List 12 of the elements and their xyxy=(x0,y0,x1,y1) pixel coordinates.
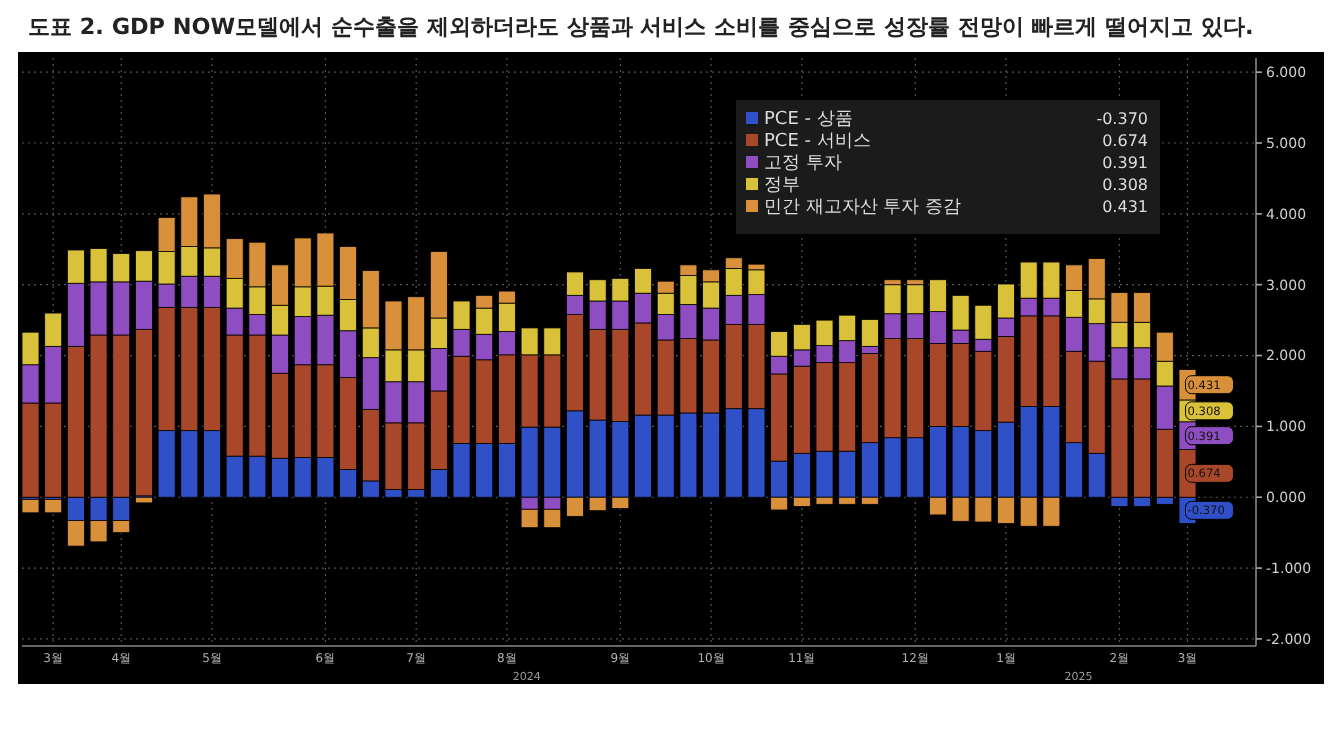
legend-label: 정부 xyxy=(764,176,800,197)
legend-label: PCE - 상품 xyxy=(764,110,853,131)
legend-label: PCE - 서비스 xyxy=(764,132,871,153)
legend-label: 고정 투자 xyxy=(764,154,842,175)
bar xyxy=(860,319,879,347)
text: 0.674 xyxy=(1102,131,1148,150)
text: 0.391 xyxy=(1102,153,1148,172)
legend-label: 민간 재고자산 투자 증감 xyxy=(764,198,962,219)
text: -0.370 xyxy=(1096,109,1148,128)
chart-title: 도표 2. GDP NOW모델에서 순수출을 제외하더라도 상품과 서비스 소비를 중심으로 성장률 전망이 빠르게 떨어지고 있다. xyxy=(28,14,1254,40)
text: 0.431 xyxy=(1102,197,1148,216)
text: 0.308 xyxy=(1102,175,1148,194)
